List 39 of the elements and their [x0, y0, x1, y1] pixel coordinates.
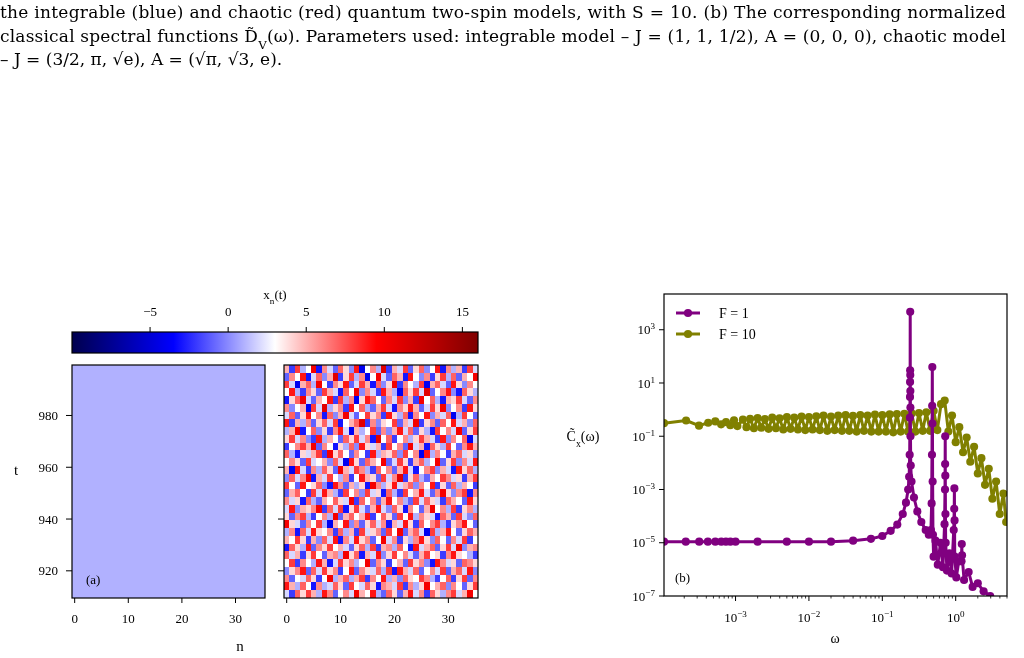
x-tick-label: 30 — [229, 610, 243, 626]
y-tick-label: 10$^{−1}$ — [632, 427, 655, 444]
color-bar-label: 10 — [377, 303, 391, 319]
y-axis-title: t — [13, 462, 19, 479]
color-bar-title: x$_{n}$(t) — [263, 286, 287, 306]
color-bar-label: 0 — [224, 303, 232, 319]
text: classical spectral functions D̃$_{V}$(ω). Parameters used: integrable model – J = (1, 1, 1/2), A = (0, 0, 0), chaotic model — [0, 25, 1006, 52]
x-tick-label: 10 — [121, 610, 135, 626]
x-tick-label: 10 — [334, 610, 348, 626]
x-tick-label: 10$^{−2}$ — [797, 608, 821, 625]
y-tick-label: 920 — [38, 563, 58, 579]
x-tick-label: 0 — [283, 610, 290, 626]
y-tick-label: 940 — [38, 511, 58, 527]
y-tick-label: 960 — [38, 459, 58, 475]
annotation: (b) — [675, 569, 691, 585]
x-axis-title: ω — [830, 630, 840, 646]
text: the integrable (blue) and chaotic (red) quantum two-spin models, with S = 10. (b) The corresponding normalized — [0, 2, 1007, 23]
x-tick-label: 10$^{0}$ — [946, 608, 965, 625]
color-bar-label: −5 — [143, 303, 157, 319]
color-bar-label: 5 — [302, 303, 310, 319]
x-tick-label: 30 — [441, 610, 455, 626]
color-bar-label: 15 — [455, 303, 469, 319]
legend-label: F = 1 — [719, 305, 749, 321]
y-tick-label: 980 — [38, 408, 58, 424]
x-tick-label: 20 — [175, 610, 189, 626]
x-tick-label: 20 — [387, 610, 401, 626]
x-tick-label: 10$^{−1}$ — [870, 608, 894, 625]
y-tick-label: 10$^{−7}$ — [632, 587, 656, 604]
legend-label: F = 10 — [719, 326, 756, 342]
y-tick-label: 10$^{3}$ — [637, 321, 656, 338]
y-axis-title: C̃$_{x}$(ω) — [566, 428, 600, 449]
text: – J = (3/2, π, √e), A = (√π, √3, e). — [0, 49, 283, 70]
annotation: (a) — [86, 571, 101, 587]
x-tick-label: 10$^{−3}$ — [724, 608, 748, 625]
y-tick-label: 10$^{−5}$ — [632, 534, 656, 551]
y-tick-label: 10$^{−3}$ — [632, 481, 656, 498]
x-axis-title: n — [236, 638, 245, 655]
y-tick-label: 10$^{1}$ — [637, 374, 655, 391]
x-tick-label: 0 — [71, 610, 78, 626]
